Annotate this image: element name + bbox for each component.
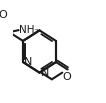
Text: O: O — [0, 10, 8, 20]
Text: NH₂: NH₂ — [19, 25, 39, 35]
Text: N: N — [40, 68, 49, 78]
Text: N: N — [24, 57, 32, 67]
Text: O: O — [63, 72, 72, 82]
